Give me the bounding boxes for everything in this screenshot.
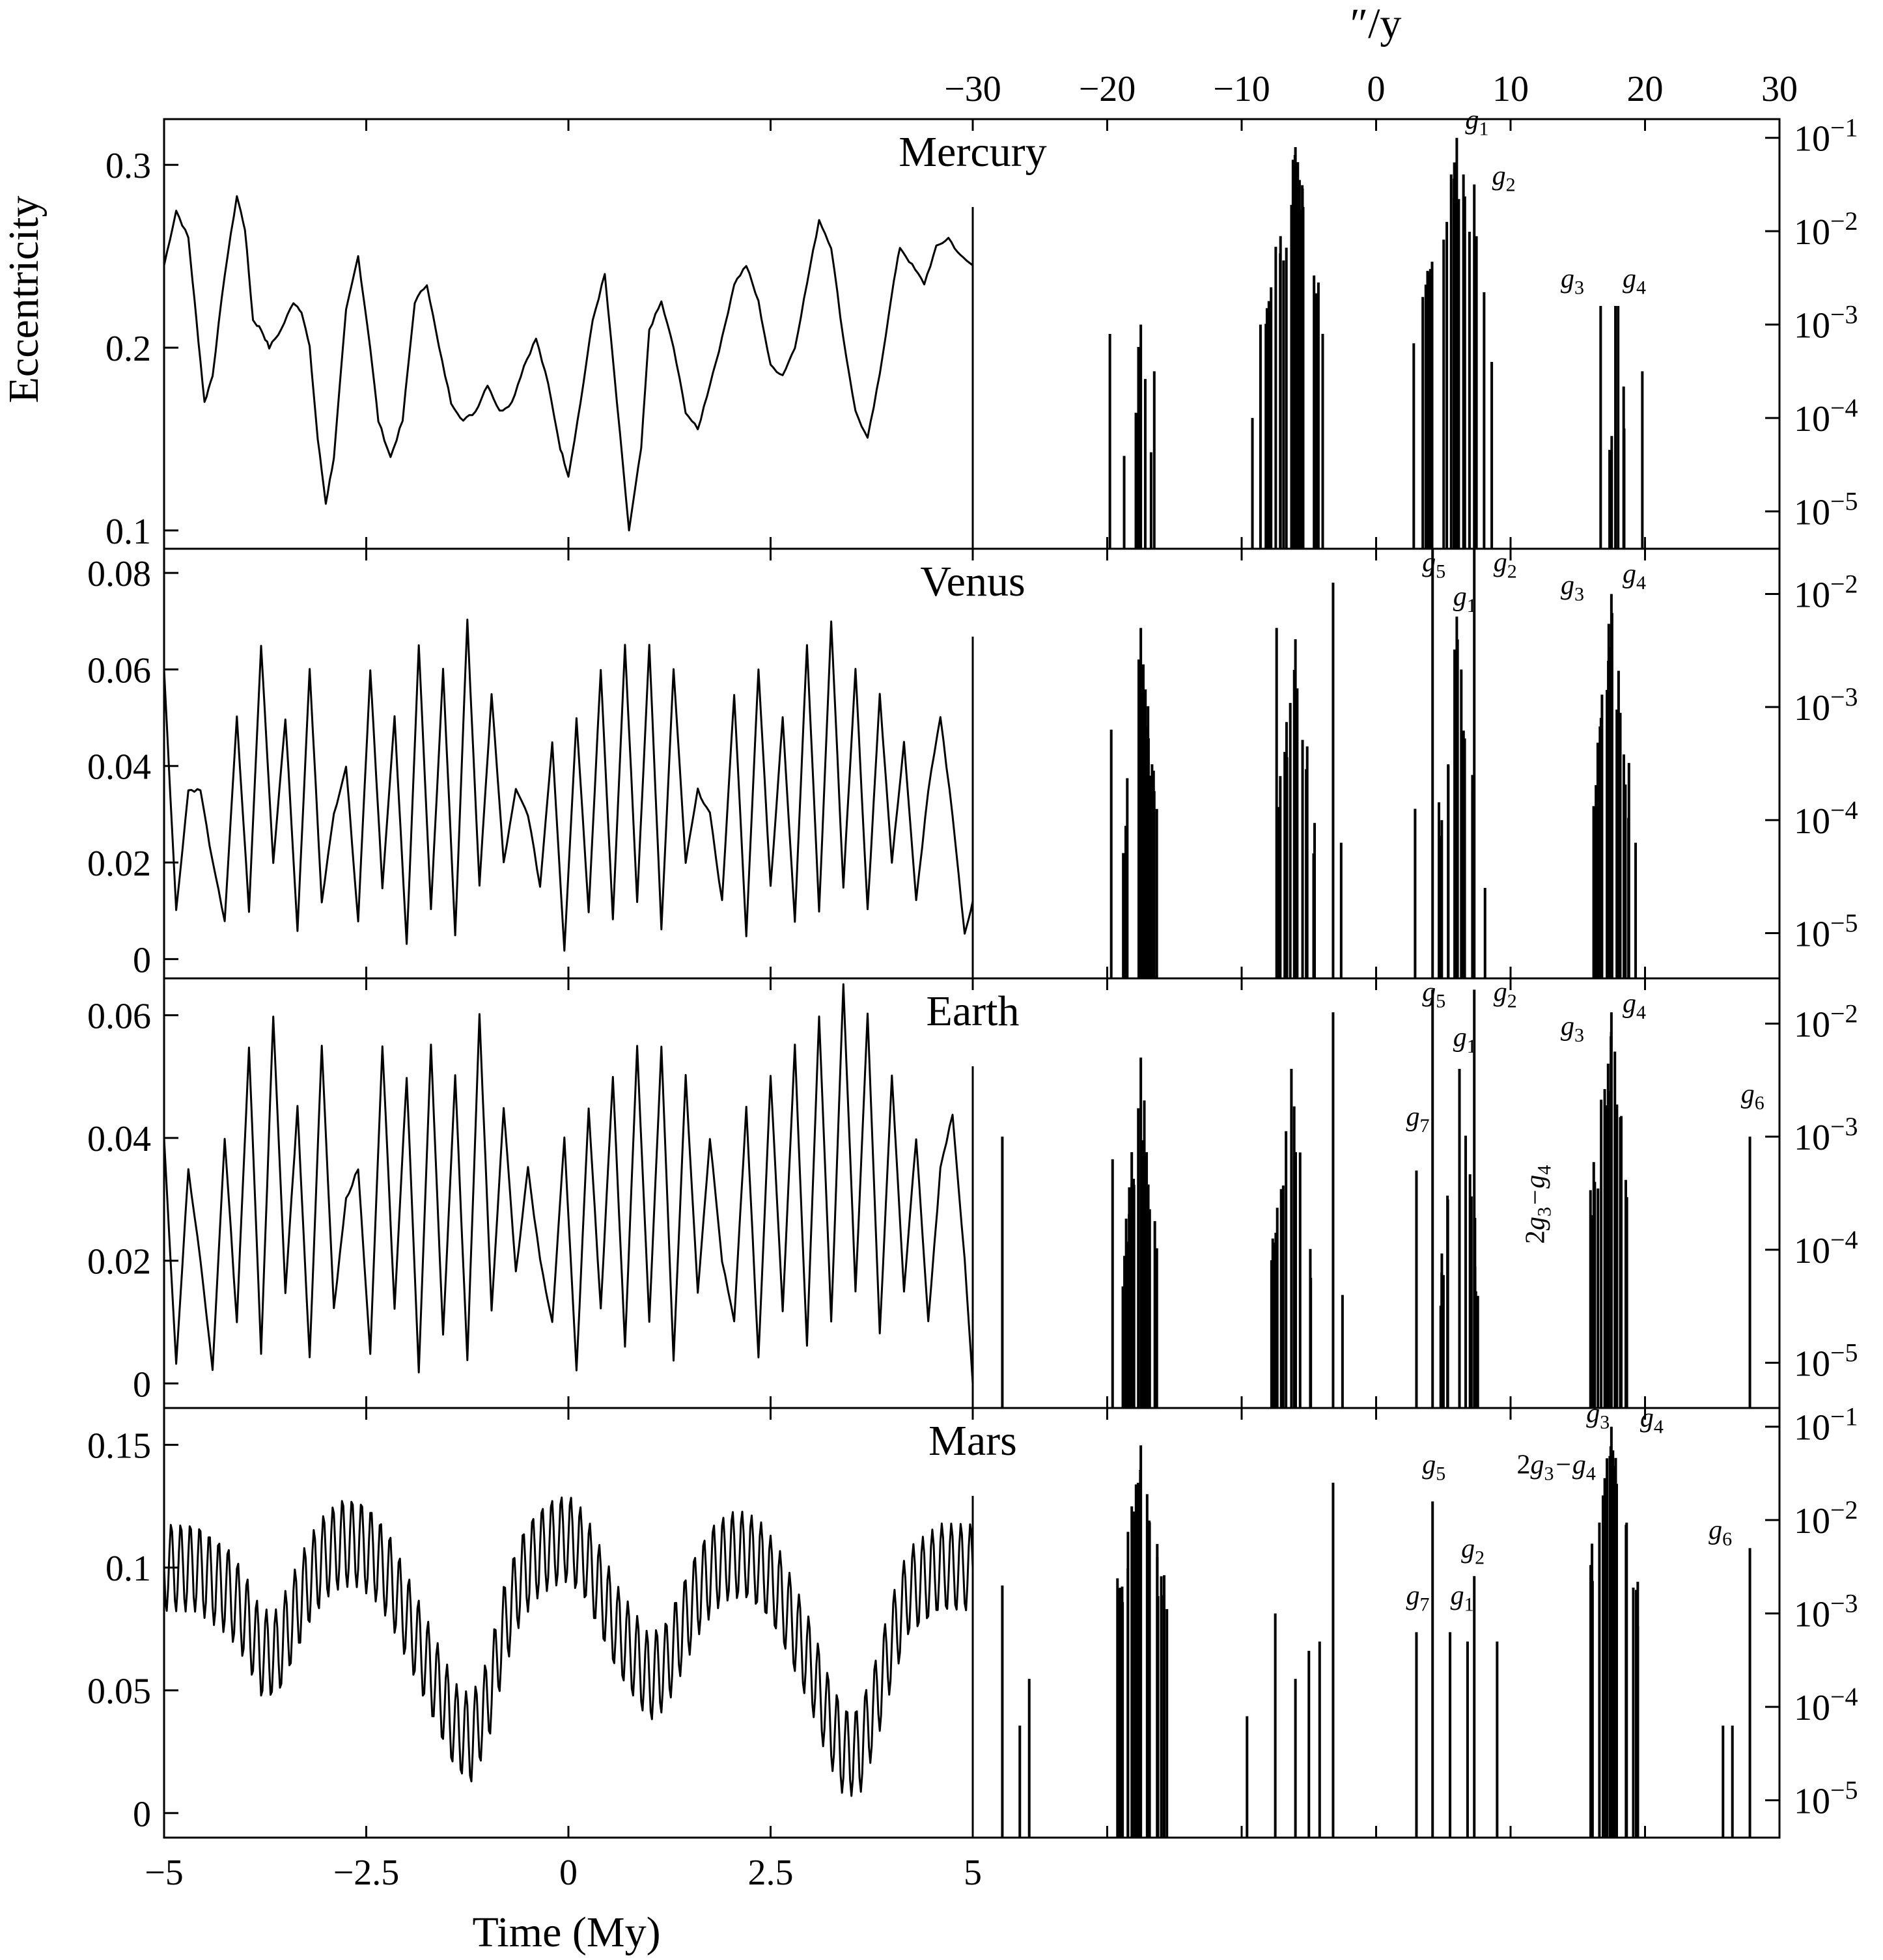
mercury-y-tick-label: 0.3 [105, 146, 151, 186]
earth-spec-tick-label: 10−4 [1794, 1225, 1858, 1271]
mars-spec-tick-label: 10−1 [1794, 1402, 1858, 1448]
x-tick-label: 2.5 [748, 1853, 794, 1893]
earth-peak-label: g7 [1406, 1102, 1430, 1137]
earth-y-tick-label: 0.02 [87, 1242, 151, 1282]
venus-y-tick-label: 0 [133, 940, 151, 980]
mars-spec-tick-label: 10−4 [1794, 1682, 1858, 1728]
top-tick-label: 0 [1367, 69, 1386, 109]
mars-peak-label: g6 [1709, 1515, 1732, 1550]
venus-peak-label: g4 [1623, 559, 1646, 594]
x-axis-label: Time (My) [472, 1909, 660, 1956]
top-tick-label: 10 [1492, 69, 1529, 109]
mars-peak-label: g2 [1461, 1534, 1485, 1569]
earth-spec-tick-label: 10−5 [1794, 1338, 1858, 1385]
mercury-y-tick-label: 0.1 [105, 512, 151, 552]
venus-y-tick-label: 0.02 [87, 844, 151, 884]
mars-spec-tick-label: 10−5 [1794, 1776, 1858, 1822]
mars-peak-label: 2g3−g4 [1517, 1450, 1596, 1484]
earth-peak-label: g6 [1741, 1079, 1764, 1114]
earth-y-tick-label: 0.04 [87, 1119, 151, 1159]
earth-peak-label: g1 [1453, 1023, 1477, 1057]
earth-spec-tick-label: 10−3 [1794, 1112, 1858, 1158]
mercury-spec-tick-label: 10−2 [1794, 206, 1858, 253]
mars-y-tick-label: 0.1 [105, 1549, 151, 1589]
mars-y-tick-label: 0.05 [87, 1672, 151, 1712]
mars-peak-label: g5 [1422, 1450, 1445, 1484]
spectra-layer [1001, 137, 1751, 1838]
mars-peak-label: g3 [1586, 1399, 1610, 1433]
earth-peak-label: g2 [1494, 978, 1517, 1012]
earth-panel-title: Earth [927, 987, 1020, 1035]
x-tick-label: −2.5 [333, 1853, 400, 1893]
top-tick-label: 20 [1627, 69, 1664, 109]
mercury-peak-label: g4 [1623, 264, 1646, 298]
mercury-peak-label: g2 [1492, 161, 1516, 195]
mars-eccentricity-line [163, 1497, 974, 1797]
x-tick-label: −5 [145, 1853, 184, 1893]
mars-panel-title: Mars [928, 1417, 1017, 1465]
venus-y-tick-label: 0.04 [87, 747, 151, 788]
mars-peak-label: g1 [1451, 1580, 1474, 1615]
y-axis-label: Eccentricity [0, 196, 48, 404]
earth-peak-label: 2g3−g4 [1521, 1165, 1555, 1244]
venus-peak-label: g5 [1422, 548, 1445, 583]
mercury-eccentricity-line [163, 195, 973, 532]
mars-spec-tick-label: 10−3 [1794, 1589, 1858, 1635]
earth-spec-tick-label: 10−2 [1794, 999, 1858, 1045]
x-tick-label: 0 [559, 1853, 578, 1893]
mars-peak-label: g4 [1640, 1403, 1664, 1438]
venus-spec-tick-label: 10−5 [1794, 909, 1858, 955]
venus-spec-tick-label: 10−3 [1794, 682, 1858, 728]
top-axis-label: ″/y [1350, 0, 1402, 48]
venus-spec-tick-label: 10−4 [1794, 795, 1858, 842]
mars-peak-label: g7 [1406, 1580, 1430, 1615]
venus-peak-label: g2 [1494, 548, 1517, 583]
top-tick-label: 30 [1761, 69, 1798, 109]
top-tick-label: −10 [1213, 69, 1270, 109]
earth-peak-label: g3 [1561, 1012, 1584, 1046]
earth-peak-label: g4 [1623, 989, 1646, 1023]
series-layer [163, 195, 974, 1797]
venus-eccentricity-line [163, 618, 974, 952]
venus-y-tick-label: 0.06 [87, 650, 151, 691]
top-tick-label: −20 [1079, 69, 1136, 109]
mars-spec-tick-label: 10−2 [1794, 1495, 1858, 1541]
top-tick-label: −30 [944, 69, 1001, 109]
mercury-spec-tick-label: 10−3 [1794, 300, 1858, 346]
mercury-y-tick-label: 0.2 [105, 329, 151, 369]
venus-y-tick-label: 0.08 [87, 554, 151, 594]
mercury-peak-label: g3 [1561, 264, 1584, 298]
mercury-panel-title: Mercury [899, 128, 1046, 176]
mars-y-tick-label: 0 [133, 1794, 151, 1834]
mars-y-tick-label: 0.15 [87, 1426, 151, 1467]
venus-panel-title: Venus [920, 558, 1025, 605]
x-tick-label: 5 [964, 1853, 982, 1893]
mercury-spec-tick-label: 10−1 [1794, 113, 1858, 159]
venus-peak-label: g1 [1453, 582, 1477, 616]
frames-layer [163, 118, 1781, 1839]
venus-spec-tick-label: 10−2 [1794, 569, 1858, 615]
earth-y-tick-label: 0.06 [87, 997, 151, 1037]
mercury-spec-tick-label: 10−5 [1794, 487, 1858, 533]
earth-y-tick-label: 0 [133, 1364, 151, 1405]
earth-peak-label: g5 [1422, 978, 1445, 1012]
mercury-peak-label: g1 [1465, 105, 1488, 139]
venus-peak-label: g3 [1561, 570, 1584, 605]
mercury-spec-tick-label: 10−4 [1794, 393, 1858, 439]
earth-eccentricity-line [163, 983, 974, 1384]
